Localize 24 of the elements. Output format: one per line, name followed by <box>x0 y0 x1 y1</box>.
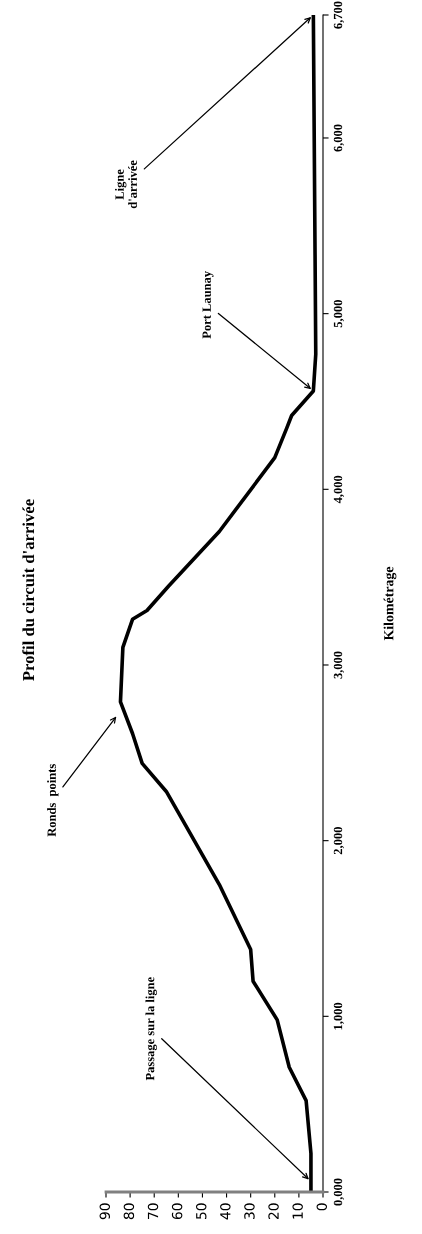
x-tick-label: 40 <box>220 1203 231 1220</box>
y-axis-title: Kilométrage <box>383 566 397 641</box>
x-tick-label: 50 <box>195 1203 207 1220</box>
x-tick-label: 10 <box>292 1203 303 1219</box>
x-tick-label: 60 <box>171 1203 183 1220</box>
annotation: Passage sur la ligne <box>145 977 157 1081</box>
text: Profil du circuit d'arrivée <box>22 499 35 681</box>
annotation: Ligne d'arrivée <box>114 160 137 209</box>
y-tick-label: 0,000 <box>333 1178 345 1206</box>
y-tick-label: 6,000 <box>333 124 345 152</box>
y-tick-label: 6,700 <box>333 1 345 29</box>
x-tick-label: 70 <box>147 1203 159 1219</box>
annotation: Port Launay <box>202 271 214 339</box>
y-tick-label: 2,000 <box>333 827 345 855</box>
y-tick-label: 4,000 <box>333 475 345 504</box>
y-tick-label: 1,000 <box>333 1002 345 1030</box>
x-tick-label: 80 <box>123 1203 135 1220</box>
x-tick-label: 30 <box>244 1203 255 1220</box>
y-tick-label: 5,000 <box>333 300 345 328</box>
annotation: Ronds points <box>47 764 59 837</box>
x-tick-label: 20 <box>268 1203 279 1220</box>
x-tick-label: 0 <box>316 1203 328 1211</box>
y-tick-label: 3,000 <box>333 651 345 679</box>
x-tick-label: 90 <box>99 1203 111 1220</box>
